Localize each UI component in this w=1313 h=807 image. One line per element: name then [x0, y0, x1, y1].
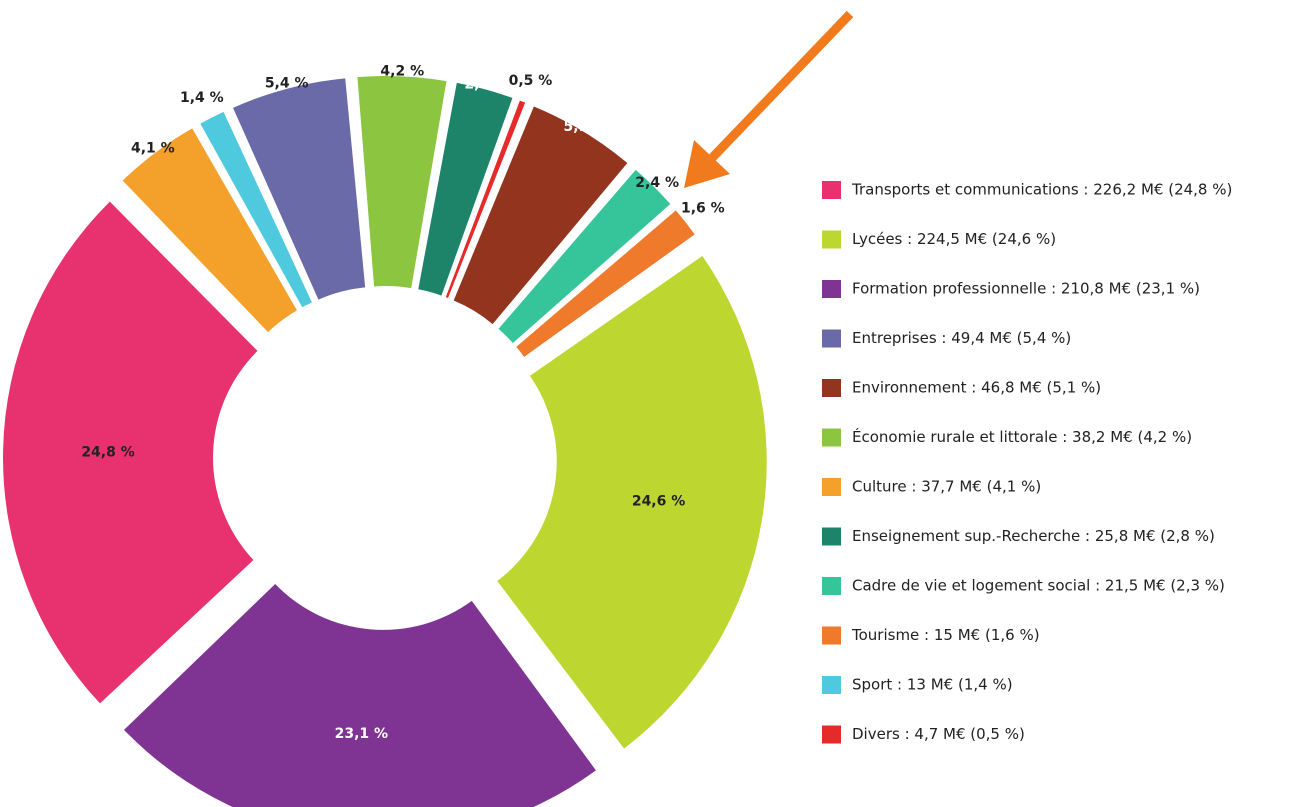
slice: [453, 106, 628, 325]
slice: [516, 210, 695, 357]
legend-swatch: [822, 379, 841, 397]
slice: [497, 256, 767, 749]
legend-swatch: [822, 230, 841, 249]
legend-label: Environnement : 46,8 M€ (5,1 %): [852, 379, 1101, 397]
value-label: 4,1 %: [131, 140, 175, 156]
slice: [200, 111, 312, 308]
legend-label: Divers : 4,7 M€ (0,5 %): [852, 725, 1025, 743]
slice: [124, 584, 596, 807]
legend-label: Transports et communications : 226,2 M€ …: [851, 181, 1232, 199]
legend-label: Enseignement sup.-Recherche : 25,8 M€ (2…: [852, 527, 1215, 545]
legend-swatch: [822, 577, 841, 595]
slice: [3, 201, 258, 704]
value-label: 24,6 %: [632, 494, 685, 510]
legend-swatch: [822, 478, 841, 496]
slice: [445, 100, 526, 298]
legend-label: Tourisme : 15 M€ (1,6 %): [851, 626, 1040, 644]
value-label: 0,5 %: [509, 73, 553, 89]
value-label: 2,4 %: [635, 175, 679, 191]
legend-label: Lycées : 224,5 M€ (24,6 %): [852, 230, 1056, 248]
legend-swatch: [822, 527, 841, 546]
value-label: 4,2 %: [380, 63, 424, 79]
value-label: 23,1 %: [335, 726, 388, 742]
legend-label: Cadre de vie et logement social : 21,5 M…: [852, 577, 1225, 595]
value-label: 5,1 %: [564, 119, 608, 135]
value-label: 2,8 %: [464, 76, 508, 92]
slice: [498, 169, 671, 344]
legend-swatch: [822, 280, 841, 298]
legend-label: Entreprises : 49,4 M€ (5,4 %): [852, 329, 1071, 347]
value-label: 1,4 %: [180, 90, 224, 106]
legend-label: Culture : 37,7 M€ (4,1 %): [852, 478, 1041, 496]
slice: [233, 78, 366, 300]
arrow: [684, 10, 854, 188]
value-label: 1,6 %: [681, 201, 725, 217]
legend-swatch: [822, 676, 841, 694]
legend-label: Formation professionnelle : 210,8 M€ (23…: [852, 280, 1200, 298]
legend-swatch: [822, 181, 841, 199]
legend-swatch: [822, 725, 841, 744]
legend-swatch: [822, 626, 841, 645]
legend-label: Économie rurale et littorale : 38,2 M€ (…: [852, 427, 1192, 446]
slice: [418, 82, 513, 296]
legend-swatch: [822, 329, 841, 348]
value-label: 5,4 %: [265, 76, 309, 92]
value-label: 24,8 %: [81, 445, 134, 461]
legend-label: Sport : 13 M€ (1,4 %): [852, 676, 1013, 694]
slice: [122, 128, 297, 333]
slice: [357, 76, 447, 289]
legend-swatch: [822, 428, 841, 447]
